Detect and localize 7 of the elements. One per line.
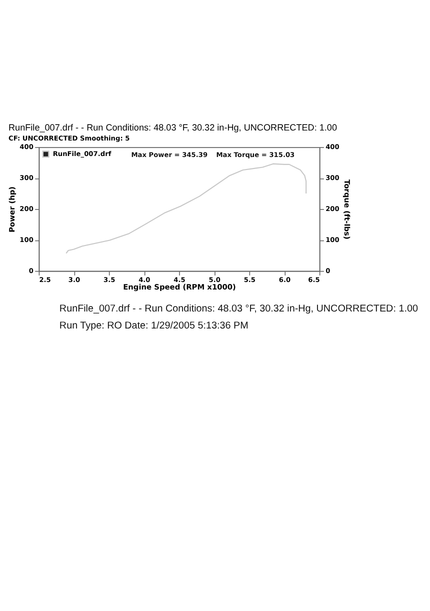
y-axis-title: Power (hp)	[8, 186, 17, 232]
line-series	[66, 163, 307, 254]
text: Run Type: RO Date: 1/29/2005 5:13:36 PM	[59, 320, 248, 332]
x-axis-title: Engine Speed (RPM x1000)	[123, 282, 236, 292]
chart-title: RunFile_007.drf - - Run Conditions: 48.03 °F, 30.32 in-Hg, UNCORRECTED: 1.00	[8, 122, 338, 133]
y2-axis-title: Torque (ft-lbs)	[342, 180, 352, 240]
text: RunFile_007.drf - - Run Conditions: 48.03 °F, 30.32 in-Hg, UNCORRECTED: 1.00	[59, 303, 418, 314]
